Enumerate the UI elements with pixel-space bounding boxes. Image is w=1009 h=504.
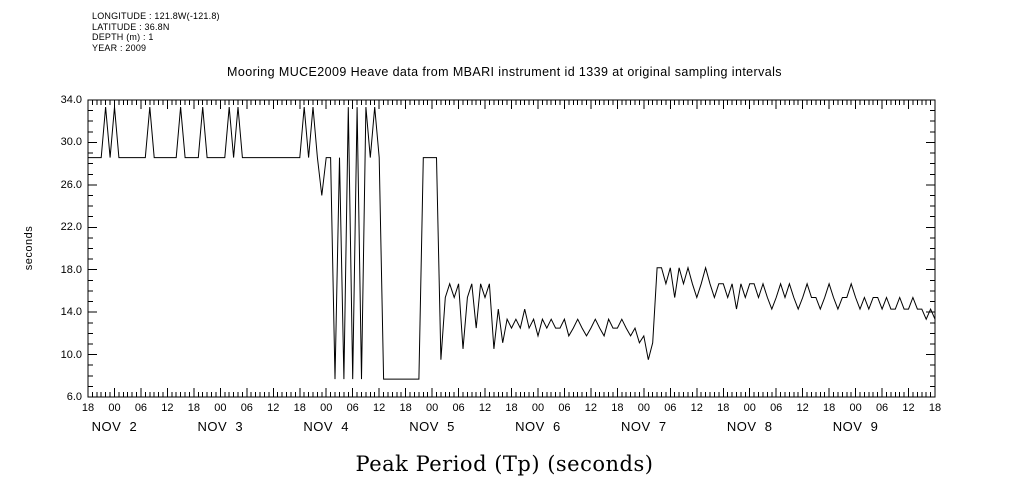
x-tick-label: 06 [452,402,465,414]
metadata-latitude: LATITUDE : 36.8N [92,21,170,32]
x-tick-label: 12 [161,402,174,414]
x-day-label: NOV 8 [726,419,773,434]
x-tick-label: 18 [293,402,306,414]
x-tick-label: 18 [928,402,942,414]
metadata-year: YEAR : 2009 [92,42,147,53]
y-tick-label: 34.0 [60,94,82,106]
x-tick-label: 12 [584,402,598,414]
x-tick-label: 12 [267,402,280,414]
x-tick-label: 06 [770,402,783,414]
x-tick-label: 00 [743,402,756,414]
x-tick-label: 18 [187,402,200,414]
x-tick-label: 06 [346,402,359,414]
x-day-label: NOV 7 [621,419,667,434]
figure-caption: Peak Period (Tp) (seconds) [355,452,654,476]
x-tick-label: 00 [531,402,545,414]
x-tick-label: 00 [108,402,121,414]
x-tick-label: 00 [637,402,650,414]
y-tick-label: 18.0 [60,263,82,276]
x-tick-label: 06 [558,402,571,414]
x-tick-label: 06 [875,402,889,414]
x-tick-label: 06 [664,402,677,414]
x-day-label: NOV 3 [197,419,244,434]
x-tick-label: 18 [717,402,730,414]
x-day-label: NOV 4 [303,419,350,434]
x-tick-label: 12 [796,402,809,414]
x-tick-label: 12 [690,402,703,414]
x-tick-label: 00 [320,402,333,414]
x-day-label: NOV 6 [515,419,561,434]
x-tick-label: 12 [902,402,915,414]
x-tick-label: 18 [505,402,518,414]
x-tick-label: 18 [399,402,412,414]
metadata-depth: DEPTH (m) : 1 [92,32,154,42]
y-tick-label: 10.0 [60,348,82,361]
x-day-label: NOV 9 [832,419,879,434]
x-tick-label: 06 [240,402,253,414]
x-tick-label: 00 [849,402,862,414]
x-tick-label: 12 [373,402,386,414]
x-tick-label: 00 [214,402,227,414]
x-tick-label: 12 [478,402,492,414]
x-day-label: NOV 5 [409,419,455,434]
x-tick-label: 18 [611,402,624,414]
y-tick-label: 26.0 [60,178,82,191]
metadata-block: LONGITUDE : 121.8W(-121.8) LATITUDE : 36… [92,11,220,53]
y-tick-label: 30.0 [60,136,82,149]
x-tick-label: 18 [823,402,836,414]
chart-title: Mooring MUCE2009 Heave data from MBARI i… [227,65,782,79]
y-tick-label: 22.0 [60,221,82,234]
x-tick-label: 18 [81,402,95,414]
axis-ticks [87,99,936,398]
x-day-label: NOV 2 [91,419,138,434]
tp-series-line [88,107,936,380]
y-tick-label: 6.0 [66,391,82,403]
metadata-longitude: LONGITUDE : 121.8W(-121.8) [92,11,220,21]
x-tick-label: 06 [134,402,148,414]
x-tick-label: 00 [425,402,439,414]
y-tick-label: 14.0 [60,306,82,319]
